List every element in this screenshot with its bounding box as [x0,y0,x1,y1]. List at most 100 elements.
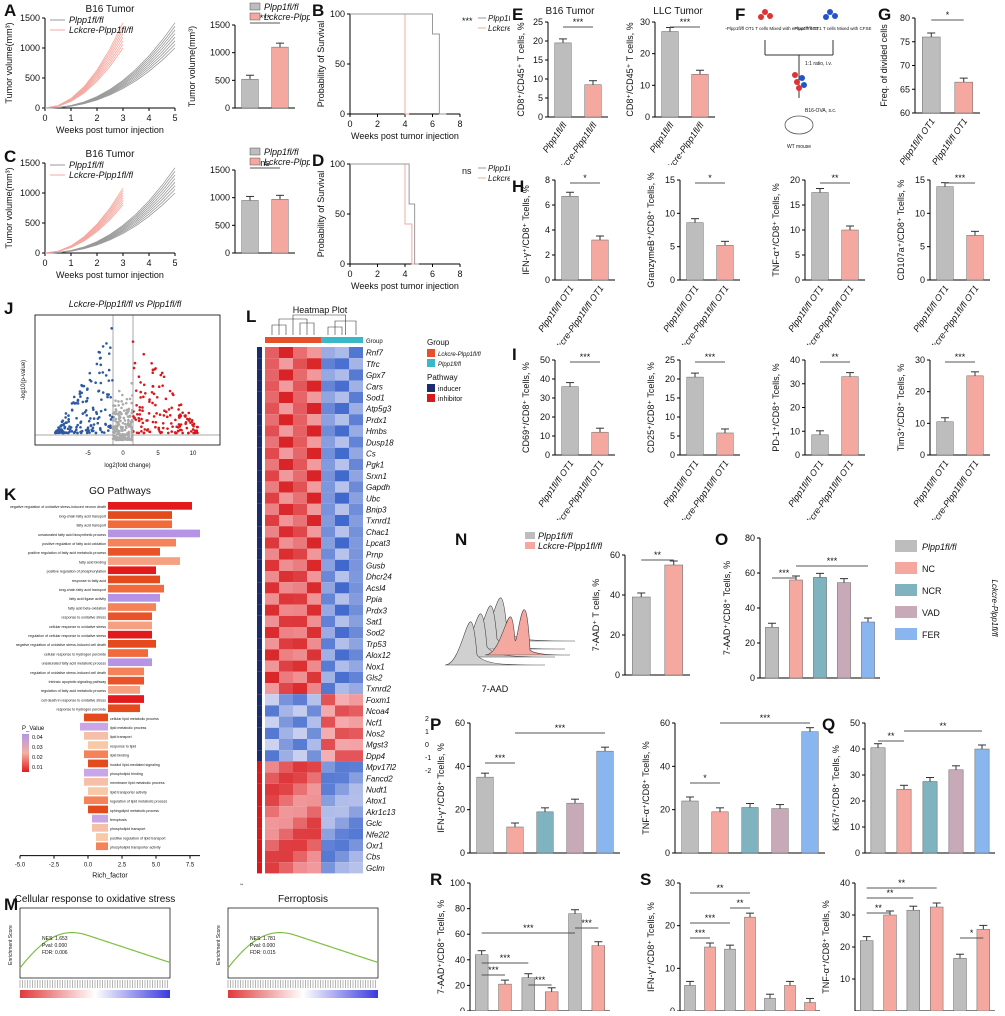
volcano-point [183,414,187,418]
heatmap-cell [349,761,363,773]
panel-title: GO Pathways [89,486,151,497]
panel-p: 0 20 40 60 IFN-γ⁺/CD8⁺ Tcells, % *** *** 0 20 40 6… [425,705,825,865]
heatmap-cell [279,615,293,627]
heatmap-cell [335,593,349,605]
legend-ctrl: Plpp1fl/fl [488,14,510,23]
cell-dot-mixed [801,82,807,88]
heatmap-cell [293,795,307,807]
heatmap-cell [335,582,349,594]
cell-dot-blue [823,14,829,20]
heatmap-cell [349,862,363,874]
volcano-point [143,428,147,431]
volcano-point [120,412,123,416]
bar [498,983,512,1012]
heatmap-cell [335,515,349,527]
heatmap-cell [307,716,321,728]
y-tick-label: 10 [790,225,800,235]
heatmap-cell [307,571,321,583]
heatmap-cell [335,806,349,818]
go-term-label: inositol lipid-mediated signaling [110,763,160,767]
go-term-label: fatty acid ligase activity [69,597,106,601]
heatmap-cell [321,694,335,706]
volcano-point [117,438,120,442]
heatmap-cell [265,526,279,538]
go-term-label: unsaturated fatty acid biosynthetic proc… [38,533,106,537]
bar [686,222,704,281]
heatmap-cell [335,671,349,683]
y-tick-label: 20 [640,49,650,59]
heatmap-cell [321,683,335,695]
go-bar [108,538,176,547]
volcano-point [107,429,110,432]
volcano-point [100,430,104,434]
heatmap-cell [293,548,307,560]
y-tick-label: 10 [665,208,675,218]
volcano-point [66,427,70,431]
heatmap-cell [307,851,321,863]
bar [765,627,779,679]
heatmap-cell [349,638,363,650]
heatmap-cell [293,515,307,527]
heatmap-cell [279,559,293,571]
volcano-point [123,419,127,422]
go-term-label: cellular response to hydrogen peroxide [44,652,106,656]
pathway-side-label: Pathway [240,883,242,885]
heatmap-cell [293,772,307,784]
go-bar [96,842,108,851]
heatmap-cell [307,806,321,818]
heatmap-cell [265,604,279,616]
panel-l-heatmap: Heatmap Plot Group Rnf7 Tfrc Gpx7 Cars Sod1 Atp… [236,305,397,906]
heatmap-cell [307,559,321,571]
volcano-point [120,429,124,432]
volcano-point [109,426,112,430]
volcano-point [134,389,138,392]
y-tick-label: 60 [610,550,620,560]
pathway-bar-cell [257,593,262,605]
heatmap-cell [349,828,363,840]
y-tick-label: 40 [540,374,550,384]
volcano-point [151,420,155,424]
heatmap-cell [349,369,363,381]
volcano-point [139,390,143,394]
legend-ko: Lckcre-Plpp1fl/fl [264,12,310,22]
gene-label: Ppia [366,595,383,604]
volcano-point [141,409,144,413]
heatmap-cell [307,492,321,504]
volcano-point [176,426,180,429]
x-tick-label: 4 [146,258,151,268]
heatmap-cell [349,470,363,482]
bar [801,731,819,854]
panel-letter-r: R [430,870,443,889]
gene-label: Chac1 [366,528,389,537]
gene-label: Lpcat3 [366,539,391,548]
volcano-point [179,423,183,426]
volcano-point [106,395,109,399]
sig-label: ** [654,550,662,560]
colorbar-tick: 2 [425,716,429,723]
heatmap-cell [349,615,363,627]
side-label: Lckcre-Plpp1fl/fl [990,580,999,637]
x-tick-label: 2.5 [118,863,127,869]
legend-item: VAD [922,608,940,618]
legend-swatch-ctrl [427,359,435,367]
y-tick-label: 20 [455,805,465,815]
go-term-label: cellular lipid metabolic process [110,717,159,721]
gene-label: Cars [366,382,383,391]
y-tick-label: 50 [540,355,550,365]
volcano-point [104,423,107,426]
legend-ko: Lckcre-Plpp1fl/fl [264,157,310,167]
volcano-point [81,400,85,404]
volcano-point [166,415,169,419]
heatmap-cell [349,380,363,392]
go-term-label: regulation of oxidative stress-induced c… [30,671,106,675]
bar [771,808,789,854]
y-axis-label: Enrichment Score [216,925,222,965]
pathway-bar-cell [257,559,262,571]
pathway-bar-cell [257,772,262,784]
y-tick-label: 20 [790,175,800,185]
bar [837,582,851,679]
heatmap-cell [321,593,335,605]
volcano-point [130,401,133,405]
heatmap-cell [321,481,335,493]
heatmap-cell [279,739,293,751]
